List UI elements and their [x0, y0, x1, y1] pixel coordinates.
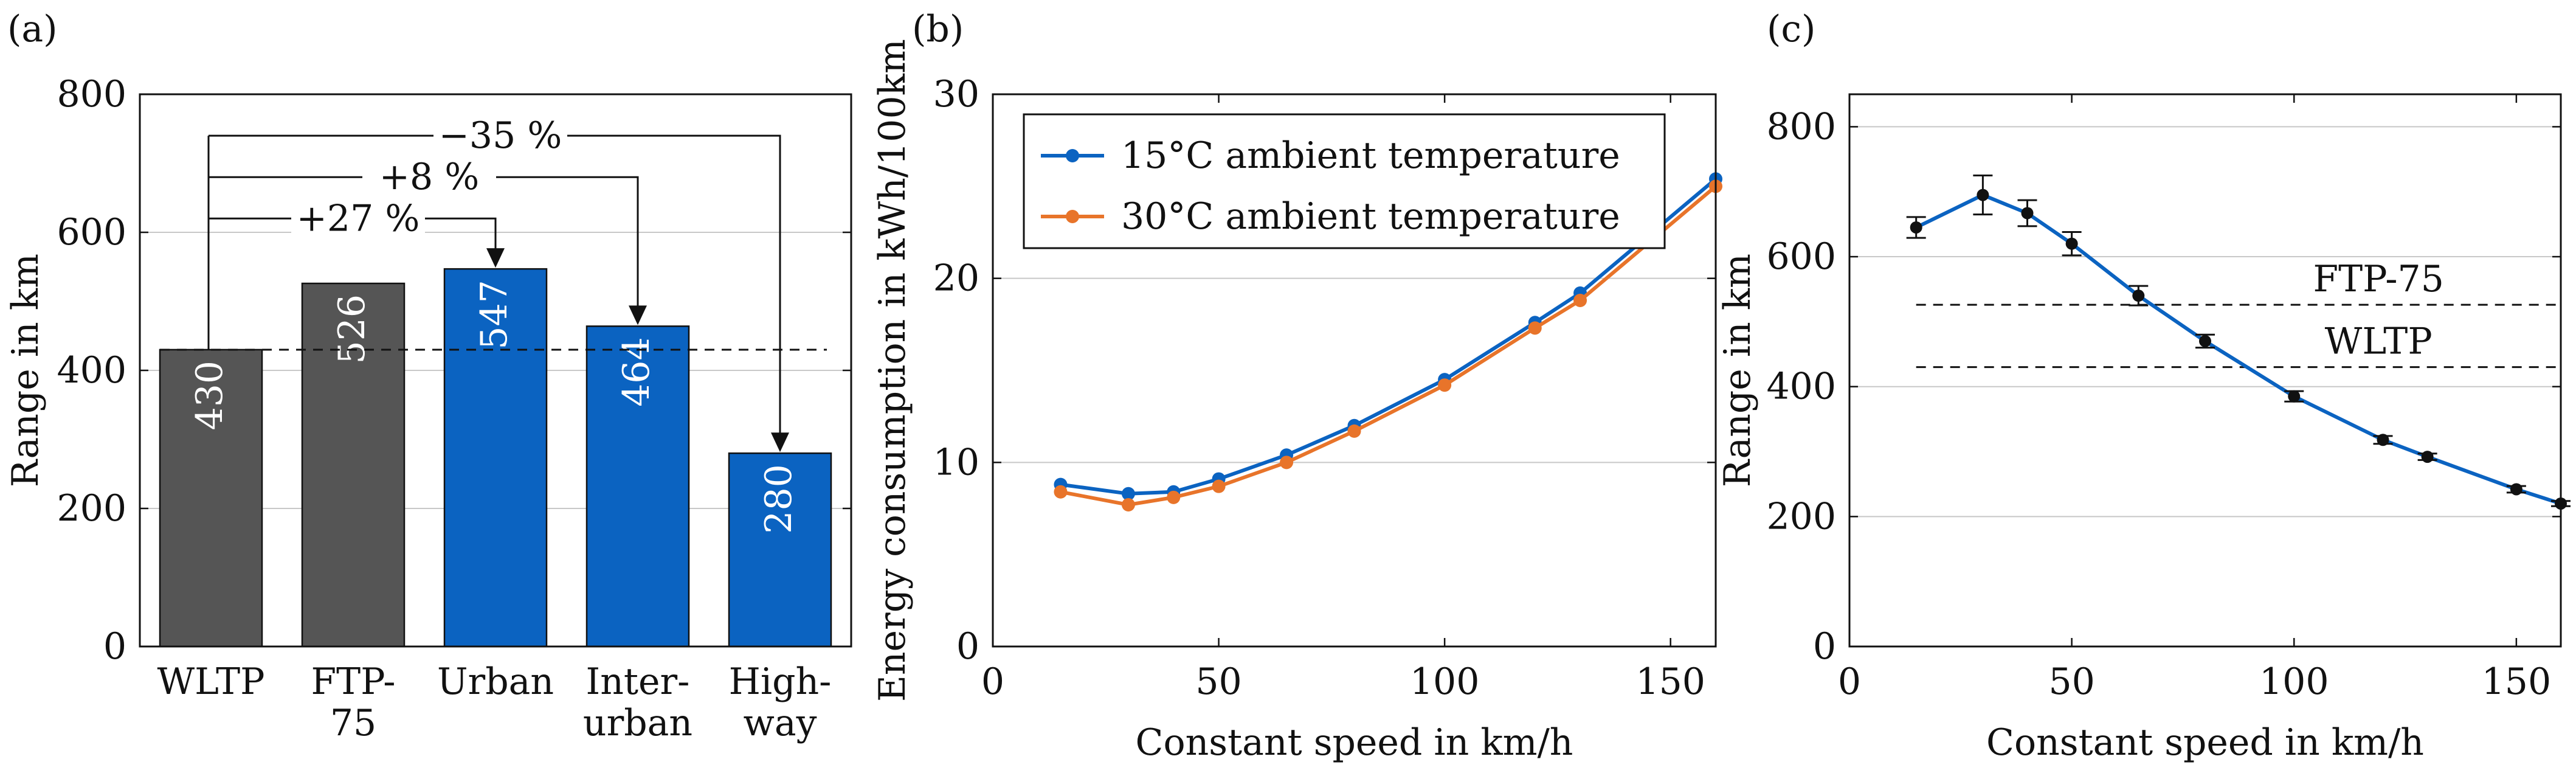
annotation-label-bg-high-way: [433, 114, 567, 157]
panel-label: (c): [1767, 8, 1815, 50]
point-30-c-ambient-temperature-80: [1347, 424, 1361, 438]
legend-label-30-c-ambient-temperature: 30°C ambient temperature: [1121, 195, 1620, 238]
y-tick-label-0: 0: [1813, 625, 1836, 668]
y-tick-label-0: 0: [956, 625, 979, 668]
y-axis-label: Range in km: [1716, 254, 1759, 487]
bar-value-label-inter-urban: 464: [615, 337, 658, 407]
annotation-label-urban: +27 %: [297, 197, 420, 240]
y-tick-label-800: 800: [57, 73, 126, 116]
x-tick-label-0: 0: [981, 660, 1004, 703]
x-tick-label-100: 100: [2259, 660, 2329, 703]
x-tick-label-0: 0: [1838, 660, 1861, 703]
x-tick-label-150: 150: [2482, 660, 2552, 703]
y-tick-label-600: 600: [1766, 235, 1836, 278]
line-series-1: [1915, 193, 2561, 505]
y-tick-label-200: 200: [1766, 495, 1836, 538]
point-30-c-ambient-temperature-40: [1167, 490, 1181, 504]
y-tick-label-400: 400: [57, 349, 126, 392]
point-120: [2377, 434, 2389, 446]
x-tick-label-100: 100: [1410, 660, 1480, 703]
y-tick-label-200: 200: [57, 487, 126, 530]
annotation-label-inter-urban: +8 %: [379, 156, 480, 198]
x-tick-label-50: 50: [2048, 660, 2094, 703]
annotation-label-bg-inter-urban: [362, 155, 496, 198]
annotation-arrow-inter-urban: [209, 176, 639, 308]
point-30-c-ambient-temperature-15: [1054, 485, 1068, 499]
bar-value-label-high-way: 280: [758, 464, 800, 534]
bar-ftp-75: [301, 282, 406, 648]
line-30-c-ambient-temperature: [1060, 185, 1717, 507]
line-chart-panel-b: (b) 0 10 20 30 0 50 100 150 15°C ambient temperat…: [871, 8, 1722, 764]
annotation-label-bg-urban: [291, 196, 425, 240]
point-65: [2132, 289, 2145, 302]
point-30-c-ambient-temperature-50: [1212, 479, 1226, 493]
panel-label: (a): [7, 8, 58, 50]
point-30-c-ambient-temperature-30: [1121, 497, 1135, 511]
bar-urban: [443, 268, 548, 648]
y-tick-label-600: 600: [57, 211, 126, 254]
point-15-c-ambient-temperature-30: [1121, 487, 1135, 501]
x-tick-label-ftp-75-line1: FTP-: [311, 660, 395, 703]
y-tick-label-400: 400: [1766, 366, 1836, 408]
point-50: [2065, 237, 2078, 250]
annotation-label-high-way: −35 %: [439, 114, 562, 157]
y-axis-label: Range in km: [4, 254, 47, 487]
point-15: [1910, 221, 1922, 234]
legend-marker-30-c-ambient-temperature: [1066, 210, 1079, 223]
bar-value-label-wltp: 430: [188, 361, 231, 431]
point-40: [2021, 207, 2034, 220]
axes-frame: [139, 93, 852, 648]
bar-value-label-urban: 547: [473, 280, 516, 350]
x-tick-label-ftp-75-line2: 75: [330, 702, 376, 744]
reference-line-label-wltp: WLTP: [2325, 321, 2433, 363]
point-30: [1977, 189, 1989, 201]
line-15-c-ambient-temperature: [1060, 177, 1717, 496]
legend-box: [1023, 113, 1666, 249]
line-chart-panel-c: (c) 0 200 400 600 800 0 50 100 150 FTP-75 WLTP Const…: [1716, 8, 2571, 764]
y-tick-label-30: 30: [933, 73, 979, 116]
point-30-c-ambient-temperature-65: [1280, 456, 1294, 470]
x-axis-label: Constant speed in km/h: [1136, 721, 1573, 764]
panel-label: (b): [912, 8, 964, 50]
x-tick-label-150: 150: [1635, 660, 1705, 703]
legend-label-15-c-ambient-temperature: 15°C ambient temperature: [1121, 134, 1620, 177]
annotation-arrow-high-way: [209, 134, 781, 435]
point-30-c-ambient-temperature-120: [1528, 321, 1542, 335]
x-tick-label-wltp: WLTP: [157, 660, 264, 703]
annotation-arrowhead-high-way: [771, 432, 789, 452]
axes-frame: [1848, 93, 2562, 648]
y-tick-label-10: 10: [933, 441, 979, 484]
x-tick-label-urban: Urban: [437, 660, 554, 703]
y-tick-label-20: 20: [933, 257, 979, 300]
point-130: [2421, 451, 2434, 463]
point-30-c-ambient-temperature-130: [1573, 293, 1587, 307]
x-axis-label: Constant speed in km/h: [1986, 721, 2424, 764]
point-100: [2288, 390, 2301, 403]
y-tick-label-800: 800: [1766, 105, 1836, 148]
bar-value-label-ftp-75: 526: [331, 294, 373, 364]
x-tick-label-inter-urban-line1: Inter-: [586, 660, 690, 703]
reference-line-label-ftp-75: FTP-75: [2313, 258, 2444, 300]
annotation-arrowhead-urban: [486, 248, 505, 268]
x-tick-label-inter-urban-line2: urban: [583, 702, 692, 744]
axes-frame: [992, 93, 1717, 648]
y-axis-label: Energy consumption in kWh/100km: [871, 39, 914, 702]
bar-high-way: [728, 452, 832, 648]
point-30-c-ambient-temperature-100: [1438, 378, 1452, 392]
y-tick-label-0: 0: [103, 625, 126, 668]
bar-wltp: [159, 348, 263, 648]
point-80: [2199, 335, 2211, 347]
point-150: [2510, 483, 2522, 496]
bar-chart-panel-a: (a) 0 200 400 600 800 430 WLTP 526 FTP-75 547 Urban…: [4, 8, 852, 744]
x-tick-label-50: 50: [1195, 660, 1241, 703]
legend-marker-15-c-ambient-temperature: [1066, 149, 1079, 162]
x-tick-label-high-way-line1: High-: [729, 660, 832, 703]
annotation-arrowhead-inter-urban: [629, 305, 647, 325]
x-tick-label-high-way-line2: way: [743, 702, 817, 744]
